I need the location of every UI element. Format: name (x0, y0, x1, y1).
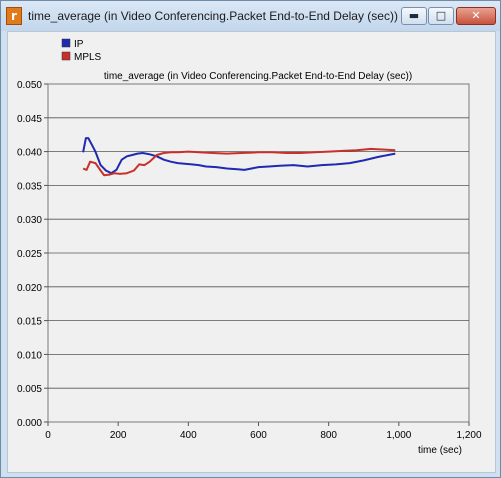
maximize-button[interactable]: □ (428, 7, 454, 25)
title-bar[interactable]: r time_average (in Video Conferencing.Pa… (1, 1, 500, 31)
y-tick-label: 0.015 (17, 317, 42, 328)
app-icon[interactable]: r (6, 7, 22, 25)
y-tick-label: 0.005 (17, 384, 42, 395)
legend: IP MPLS (61, 38, 102, 63)
y-tick-label: 0.030 (17, 215, 42, 226)
x-tick-label: 0 (45, 430, 51, 441)
x-axis: 0 200 400 600 800 1,000 1,200 (45, 422, 482, 441)
legend-label-mpls: MPLS (74, 52, 102, 63)
x-tick-label: 1,200 (456, 430, 481, 441)
maximize-icon: □ (435, 9, 447, 22)
minimize-icon: ▬ (408, 9, 420, 22)
y-axis: 0.000 0.005 0.010 0.015 0.020 0.025 0.030 0.035… (17, 80, 48, 429)
series-lines (82, 137, 396, 177)
y-tick-label: 0.010 (17, 350, 42, 361)
x-tick-label: 800 (320, 430, 337, 441)
y-tick-label: 0.000 (17, 418, 42, 429)
close-button[interactable]: ✕ (456, 7, 496, 25)
y-tick-label: 0.020 (17, 283, 42, 294)
legend-swatch-ip (61, 38, 71, 48)
y-tick-label: 0.045 (17, 114, 42, 125)
window-title: time_average (in Video Conferencing.Pack… (28, 9, 398, 23)
close-icon: ✕ (471, 9, 481, 22)
y-tick-label: 0.040 (17, 148, 42, 159)
chart-title: time_average (in Video Conferencing.Pack… (104, 71, 412, 82)
x-axis-label: time (sec) (418, 445, 462, 456)
legend-label-ip: IP (74, 39, 84, 50)
chart-panel: 0.000 0.005 0.010 0.015 0.020 0.025 0.030 0.035… (7, 31, 496, 473)
y-tick-label: 0.050 (17, 80, 42, 91)
x-tick-label: 1,000 (386, 430, 411, 441)
series-line-mpls (82, 147, 396, 177)
legend-swatch-mpls (61, 51, 71, 61)
grid-lines (48, 117, 469, 389)
x-tick-label: 200 (110, 430, 127, 441)
minimize-button[interactable]: ▬ (401, 7, 427, 25)
series-line-ip (82, 137, 396, 175)
y-tick-label: 0.035 (17, 181, 42, 192)
y-tick-label: 0.025 (17, 249, 42, 260)
line-chart: 0.000 0.005 0.010 0.015 0.020 0.025 0.030 0.035… (17, 38, 482, 456)
x-tick-label: 400 (180, 430, 197, 441)
x-tick-label: 600 (250, 430, 267, 441)
